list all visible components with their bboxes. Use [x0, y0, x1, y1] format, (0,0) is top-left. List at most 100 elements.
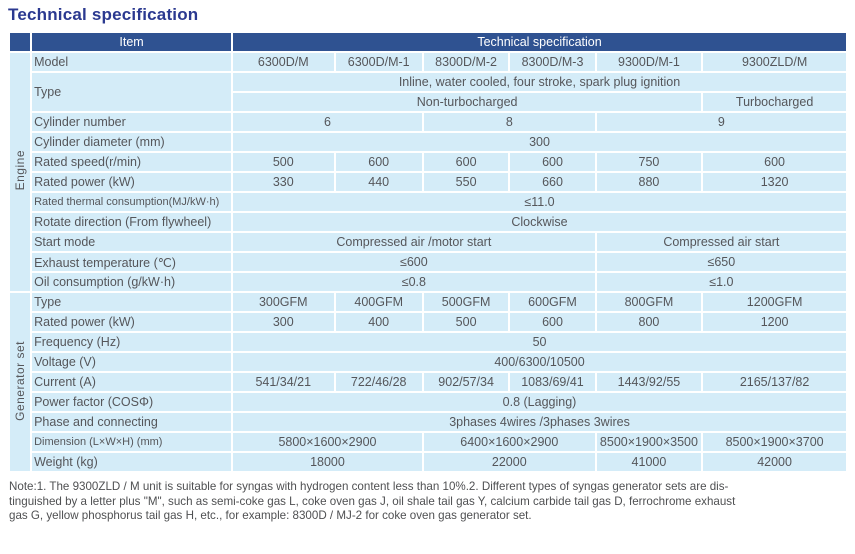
weight-value: 18000 [233, 453, 422, 471]
dimension-value: 8500×1900×3700 [703, 433, 846, 451]
type-value: Inline, water cooled, four stroke, spark… [233, 73, 846, 91]
engine-rated-power-value: 880 [596, 173, 702, 191]
row-genset-type: Generator set Type 300GFM 400GFM 500GFM … [10, 293, 846, 471]
row-label-exhaust-temperature: Exhaust temperature (℃) [32, 253, 232, 271]
start-mode-value: Compressed air start [596, 233, 846, 251]
row-engine-rated-power: Rated power (kW) 330 440 550 660 880 132… [10, 173, 846, 191]
header-row: Item Technical specification [10, 33, 846, 51]
genset-type-value: 300GFM [233, 293, 334, 311]
genset-type-value: 600GFM [510, 293, 595, 311]
current-value: 1083/69/41 [510, 373, 595, 391]
row-model: Engine Model 6300D/M 6300D/M-1 8300D/M-2… [10, 53, 846, 291]
genset-rated-power-value: 600 [510, 313, 595, 331]
cylinder-number-value: 9 [596, 113, 846, 131]
weight-value: 41000 [596, 453, 702, 471]
engine-group-cell: Engine [10, 53, 31, 291]
row-label-cylinder-diameter: Cylinder diameter (mm) [32, 133, 232, 151]
weight-value: 42000 [703, 453, 846, 471]
row-label-power-factor: Power factor (COSΦ) [32, 393, 232, 411]
row-type-b: Non-turbocharged Turbocharged [10, 93, 846, 111]
rated-speed-value: 600 [335, 153, 422, 171]
header-corner-cell [10, 33, 31, 51]
rated-speed-value: 500 [233, 153, 334, 171]
genset-type-value: 500GFM [423, 293, 509, 311]
row-label-thermal-consumption: Rated thermal consumption(MJ/kW·h) [32, 193, 232, 211]
exhaust-temperature-value: ≤650 [596, 253, 846, 271]
header-item-cell: Item [32, 33, 232, 51]
type-aspiration-value: Turbocharged [703, 93, 846, 111]
row-label-voltage: Voltage (V) [32, 353, 232, 371]
row-label-dimension: Dimension (L×W×H) (mm) [32, 433, 232, 451]
voltage-value: 400/6300/10500 [233, 353, 846, 371]
current-value: 1443/92/55 [596, 373, 702, 391]
row-dimension: Dimension (L×W×H) (mm) 5800×1600×2900 64… [10, 433, 846, 451]
row-label-weight: Weight (kg) [32, 453, 232, 471]
footnote-line: Note:1. The 9300ZLD / M unit is suitable… [9, 480, 729, 493]
model-value: 8300D/M-2 [423, 53, 509, 71]
row-cylinder-diameter: Cylinder diameter (mm) 300 [10, 133, 846, 151]
row-current: Current (A) 541/34/21 722/46/28 902/57/3… [10, 373, 846, 391]
footnote: Note:1. The 9300ZLD / M unit is suitable… [9, 480, 848, 524]
rated-speed-value: 600 [703, 153, 846, 171]
row-label-start-mode: Start mode [32, 233, 232, 251]
row-frequency: Frequency (Hz) 50 [10, 333, 846, 351]
row-label-rotate-direction: Rotate direction (From flywheel) [32, 213, 232, 231]
row-label-rated-speed: Rated speed(r/min) [32, 153, 232, 171]
row-power-factor: Power factor (COSΦ) 0.8 (Lagging) [10, 393, 846, 411]
rated-speed-value: 600 [510, 153, 595, 171]
row-cylinder-number: Cylinder number 6 8 9 [10, 113, 846, 131]
row-exhaust-temperature: Exhaust temperature (℃) ≤600 ≤650 [10, 253, 846, 271]
phase-connecting-value: 3phases 4wires /3phases 3wires [233, 413, 846, 431]
cylinder-number-value: 8 [423, 113, 595, 131]
row-rated-speed: Rated speed(r/min) 500 600 600 600 750 6… [10, 153, 846, 171]
thermal-consumption-value: ≤11.0 [233, 193, 846, 211]
row-oil-consumption: Oil consumption (g/kW·h) ≤0.8 ≤1.0 [10, 273, 846, 291]
row-label-phase-connecting: Phase and connecting [32, 413, 232, 431]
current-value: 902/57/34 [423, 373, 509, 391]
genset-rated-power-value: 500 [423, 313, 509, 331]
page-title: Technical specification [8, 5, 199, 24]
row-label-type: Type [32, 73, 232, 111]
row-thermal-consumption: Rated thermal consumption(MJ/kW·h) ≤11.0 [10, 193, 846, 211]
engine-rated-power-value: 660 [510, 173, 595, 191]
row-weight: Weight (kg) 18000 22000 41000 42000 [10, 453, 846, 471]
engine-rated-power-value: 440 [335, 173, 422, 191]
genset-type-value: 400GFM [335, 293, 422, 311]
type-aspiration-value: Non-turbocharged [233, 93, 702, 111]
cylinder-number-value: 6 [233, 113, 422, 131]
model-value: 9300ZLD/M [703, 53, 846, 71]
engine-rated-power-value: 550 [423, 173, 509, 191]
row-type-a: Type Inline, water cooled, four stroke, … [10, 73, 846, 111]
generator-group-label: Generator set [13, 340, 28, 421]
oil-consumption-value: ≤1.0 [596, 273, 846, 291]
current-value: 722/46/28 [335, 373, 422, 391]
genset-rated-power-value: 1200 [703, 313, 846, 331]
row-voltage: Voltage (V) 400/6300/10500 [10, 353, 846, 371]
row-phase-connecting: Phase and connecting 3phases 4wires /3ph… [10, 413, 846, 431]
model-value: 9300D/M-1 [596, 53, 702, 71]
rotate-direction-value: Clockwise [233, 213, 846, 231]
model-value: 6300D/M-1 [335, 53, 422, 71]
model-value: 8300D/M-3 [510, 53, 595, 71]
footnote-line: tinguished by a letter plus "M", such as… [9, 494, 736, 508]
current-value: 541/34/21 [233, 373, 334, 391]
row-label-frequency: Frequency (Hz) [32, 333, 232, 351]
row-label-engine-rated-power: Rated power (kW) [32, 173, 232, 191]
spec-table: Item Technical specification Engine Mode… [8, 31, 848, 473]
model-value: 6300D/M [233, 53, 334, 71]
rated-speed-value: 600 [423, 153, 509, 171]
page: Technical specification Item Technical s… [8, 5, 848, 524]
row-start-mode: Start mode Compressed air /motor start C… [10, 233, 846, 251]
weight-value: 22000 [423, 453, 595, 471]
dimension-value: 6400×1600×2900 [423, 433, 595, 451]
start-mode-value: Compressed air /motor start [233, 233, 595, 251]
dimension-value: 5800×1600×2900 [233, 433, 422, 451]
engine-group-label: Engine [13, 150, 28, 191]
oil-consumption-value: ≤0.8 [233, 273, 595, 291]
genset-rated-power-value: 800 [596, 313, 702, 331]
row-label-current: Current (A) [32, 373, 232, 391]
footnote-line: gas G, yellow phosphorus tail gas H, etc… [9, 509, 532, 523]
engine-rated-power-value: 330 [233, 173, 334, 191]
cylinder-diameter-value: 300 [233, 133, 846, 151]
row-label-genset-type: Type [32, 293, 232, 311]
